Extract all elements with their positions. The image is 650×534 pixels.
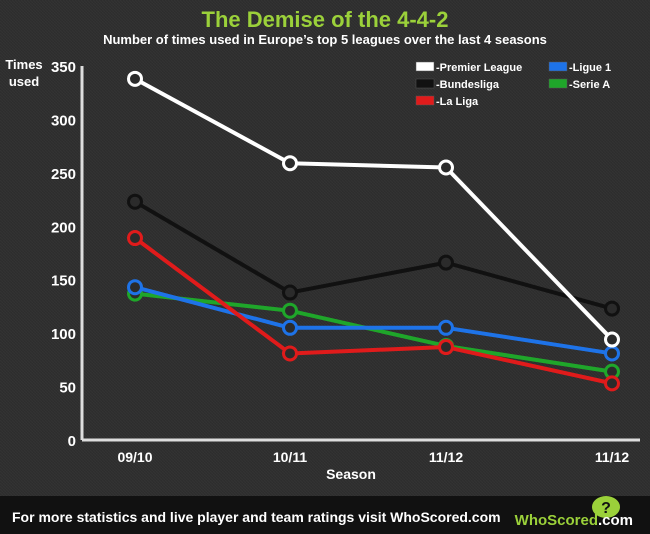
y-tick-label: 50 (59, 380, 76, 397)
logo-mark-icon (592, 496, 620, 518)
legend-item: -Premier League (415, 61, 522, 74)
footer-text[interactable]: For more statistics and live player and … (12, 509, 501, 525)
x-axis-label: Season (326, 466, 376, 482)
x-tick-label: 10/11 (273, 449, 307, 465)
chart-title: The Demise of the 4-4-2 (202, 7, 449, 32)
data-point[interactable] (127, 230, 143, 247)
x-tick-labels: 09/10 10/11 11/12 11/12 (117, 449, 629, 465)
data-point[interactable] (282, 302, 298, 319)
axes (80, 66, 640, 442)
series-line (133, 199, 613, 311)
legend-item: -Serie A (548, 78, 610, 91)
legend-swatch (548, 78, 568, 89)
series-line (134, 285, 613, 356)
logo-mark-glyph: ? (601, 500, 611, 517)
data-point[interactable] (438, 339, 454, 356)
y-tick-label: 300 (51, 112, 76, 129)
x-tick-label: 09/10 (117, 449, 152, 465)
data-point[interactable] (127, 193, 143, 210)
y-axis-label: Times used (5, 57, 42, 89)
logo-brand-suffix: .com (598, 512, 633, 529)
y-tick-label: 200 (51, 219, 76, 236)
legend-swatch (415, 95, 435, 106)
series-ligue-1 (127, 279, 620, 362)
legend-label: -La Liga (436, 96, 479, 108)
legend: -Premier League -Bundesliga -La Liga -Ligue… (415, 61, 611, 108)
legend-label: -Premier League (436, 62, 522, 74)
y-tick-labels: 0 50 100 150 200 250 300 350 (51, 59, 76, 450)
legend-swatch (415, 78, 435, 89)
legend-label: -Bundesliga (436, 79, 500, 91)
data-point[interactable] (282, 155, 298, 172)
legend-label: -Serie A (569, 79, 610, 91)
data-point[interactable] (438, 319, 454, 336)
data-point[interactable] (604, 300, 620, 317)
data-point[interactable] (438, 254, 454, 271)
data-point[interactable] (604, 331, 620, 348)
y-tick-label: 350 (51, 59, 76, 76)
series-bundesliga (127, 193, 620, 317)
series-la-liga (127, 230, 620, 392)
legend-label: -Ligue 1 (569, 62, 611, 74)
y-tick-label: 150 (51, 273, 76, 290)
whoscored-logo[interactable]: ? WhoScored .com (515, 496, 633, 529)
series-line (134, 77, 614, 341)
legend-swatch (548, 61, 568, 72)
chart-subtitle: Number of times used in Europe’s top 5 l… (103, 32, 547, 47)
logo-brand: WhoScored (515, 512, 598, 529)
y-axis-label-line-1: Times (5, 57, 42, 72)
data-point[interactable] (438, 159, 454, 176)
legend-item: -Bundesliga (415, 78, 500, 91)
x-tick-label: 11/12 (429, 449, 463, 465)
series-line (133, 236, 613, 386)
y-tick-label: 100 (51, 326, 76, 343)
x-tick-label: 11/12 (595, 449, 629, 465)
data-point[interactable] (127, 70, 143, 87)
data-point[interactable] (604, 375, 620, 392)
y-tick-label: 250 (51, 166, 76, 183)
y-tick-label: 0 (68, 433, 76, 450)
data-point[interactable] (282, 319, 298, 336)
footer-bar (0, 496, 650, 534)
legend-item: -Ligue 1 (548, 61, 611, 74)
legend-swatch (415, 61, 435, 72)
y-axis-label-line-2: used (9, 74, 39, 89)
series-group (127, 70, 620, 392)
data-point[interactable] (127, 279, 143, 296)
data-point[interactable] (282, 345, 298, 362)
data-point[interactable] (604, 345, 620, 362)
legend-item: -La Liga (415, 95, 479, 108)
data-point[interactable] (282, 284, 298, 301)
series-premier-league (127, 70, 620, 348)
